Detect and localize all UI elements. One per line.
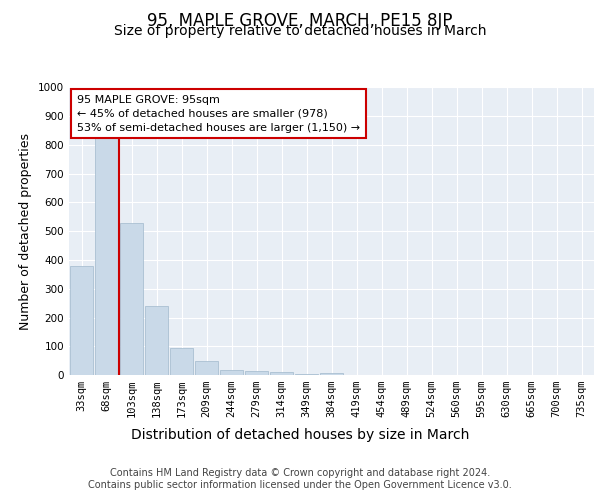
Text: 95 MAPLE GROVE: 95sqm
← 45% of detached houses are smaller (978)
53% of semi-det: 95 MAPLE GROVE: 95sqm ← 45% of detached … <box>77 94 360 132</box>
Text: Contains HM Land Registry data © Crown copyright and database right 2024.
Contai: Contains HM Land Registry data © Crown c… <box>88 468 512 490</box>
Bar <box>70 266 93 375</box>
Bar <box>295 374 318 375</box>
Y-axis label: Number of detached properties: Number of detached properties <box>19 132 32 330</box>
Bar <box>245 372 268 375</box>
Bar <box>320 372 343 375</box>
Text: Distribution of detached houses by size in March: Distribution of detached houses by size … <box>131 428 469 442</box>
Text: 95, MAPLE GROVE, MARCH, PE15 8JP: 95, MAPLE GROVE, MARCH, PE15 8JP <box>147 12 453 30</box>
Text: Size of property relative to detached houses in March: Size of property relative to detached ho… <box>114 24 486 38</box>
Bar <box>170 348 193 375</box>
Bar <box>195 360 218 375</box>
Bar <box>220 370 243 375</box>
Bar <box>145 306 168 375</box>
Bar <box>95 136 118 375</box>
Bar <box>270 372 293 375</box>
Bar <box>120 222 143 375</box>
